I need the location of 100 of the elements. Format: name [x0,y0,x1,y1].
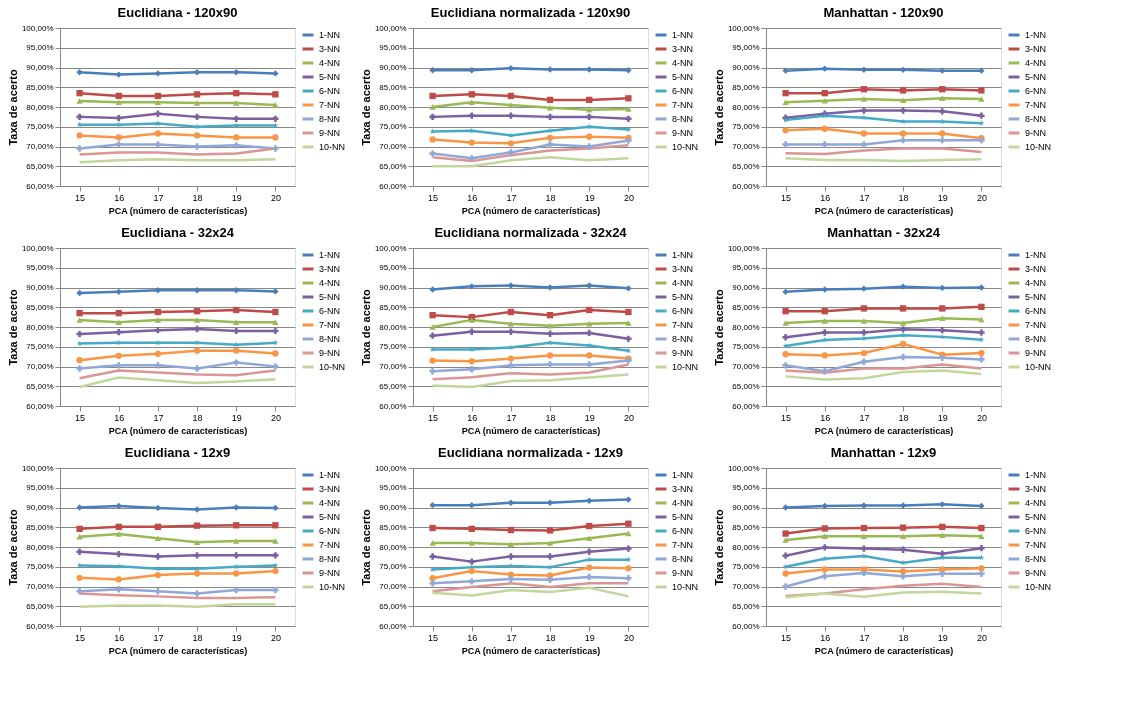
x-tick-label: 17 [153,412,164,423]
legend-label: 6-NN [319,526,341,536]
y-tick-label: 80,00% [379,322,407,332]
legend-label: 4-NN [1025,498,1047,508]
x-tick-label: 18 [192,192,203,203]
text: 1-NN [319,470,341,480]
y-tick-label: 60,00% [26,401,54,411]
x-axis-title: PCA (número de características) [461,205,601,216]
legend-label: 5-NN [1025,292,1047,302]
y-tick-label: 95,00% [379,263,407,273]
legend-label: 8-NN [319,334,341,344]
y-tick-label: 75,00% [379,122,407,132]
legend-label: 3-NN [319,264,341,274]
x-tick-label: 19 [231,412,242,423]
y-tick-label: 60,00% [379,401,407,411]
legend-label: 10-NN [672,582,699,592]
y-tick-label: 90,00% [379,503,407,512]
legend-label: 1-NN [672,30,694,40]
legend-label: 4-NN [1025,278,1047,288]
y-tick-label: 80,00% [26,542,54,552]
y-tick-label: 95,00% [732,263,760,273]
y-tick-label: 100,00% [727,23,760,33]
y-tick-label: 70,00% [732,582,760,591]
x-tick-label: 18 [545,412,556,423]
y-tick-label: 85,00% [732,82,760,92]
x-tick-label: 20 [623,632,634,643]
y-tick-label: 80,00% [732,102,760,112]
legend-label: 9-NN [319,348,341,358]
y-tick-label: 65,00% [379,601,407,611]
y-axis-title: Taxa de acerto [359,69,372,146]
x-tick-label: 15 [781,412,792,423]
legend-label: 4-NN [672,58,694,68]
legend-label: 3-NN [672,44,694,54]
chart-title: Euclidiana normalizada - 12x9 [438,445,623,460]
y-tick-label: 90,00% [26,503,54,512]
y-tick-label: 90,00% [732,283,760,292]
x-tick-label: 17 [506,192,517,203]
legend-label: 5-NN [319,292,341,302]
y-axis-title: Taxa de acerto [6,289,19,366]
x-tick-label: 17 [859,412,870,423]
y-tick-label: 80,00% [732,542,760,552]
legend-label: 6-NN [672,86,694,96]
x-axis-title: PCA (número de características) [108,425,248,436]
legend-label: 1-NN [1025,30,1047,40]
y-tick-label: 75,00% [26,342,54,352]
legend-label: 9-NN [1025,568,1047,578]
x-axis-title: PCA (número de características) [814,645,954,656]
text: 1-NN [1025,250,1047,260]
y-tick-label: 95,00% [379,483,407,493]
x-tick-label: 19 [584,412,595,423]
text: 1-NN [319,250,341,260]
y-tick-label: 100,00% [21,463,54,473]
y-tick-label: 95,00% [26,483,54,493]
y-tick-label: 95,00% [26,43,54,53]
x-tick-label: 19 [231,192,242,203]
legend-label: 9-NN [672,568,694,578]
y-axis-title: Taxa de acerto [6,509,19,586]
x-tick-label: 18 [898,412,909,423]
legend-label: 3-NN [672,484,694,494]
y-tick-label: 75,00% [26,122,54,132]
y-tick-label: 90,00% [26,283,54,292]
y-tick-label: 90,00% [26,63,54,72]
y-tick-label: 70,00% [26,362,54,371]
legend-label: 7-NN [1025,540,1047,550]
legend-label: 8-NN [672,114,694,124]
x-tick-label: 20 [976,192,987,203]
y-tick-label: 60,00% [379,181,407,191]
y-tick-label: 85,00% [26,302,54,312]
y-tick-label: 75,00% [379,562,407,572]
y-tick-label: 85,00% [379,82,407,92]
legend-label: 7-NN [319,320,341,330]
x-tick-label: 19 [584,632,595,643]
x-tick-label: 20 [270,412,281,423]
chart-title: Euclidiana normalizada - 32x24 [434,225,628,240]
legend-label: 10-NN [1025,362,1052,372]
x-tick-label: 19 [584,192,595,203]
legend-label: 3-NN [1025,264,1047,274]
legend-label: 1-NN [319,30,341,40]
y-tick-label: 95,00% [26,263,54,273]
x-tick-label: 16 [114,412,125,423]
legend-label: 9-NN [672,128,694,138]
y-tick-label: 65,00% [26,381,54,391]
y-tick-label: 75,00% [732,562,760,572]
legend-label: 10-NN [1025,142,1052,152]
y-tick-label: 85,00% [732,522,760,532]
x-tick-label: 16 [467,632,478,643]
legend-label: 8-NN [672,554,694,564]
legend-label: 8-NN [319,114,341,124]
x-tick-label: 17 [506,632,517,643]
legend-label: 4-NN [1025,58,1047,68]
x-axis-title: PCA (número de características) [108,205,248,216]
x-tick-label: 16 [820,412,831,423]
text: 1-NN [672,470,694,480]
y-tick-label: 100,00% [374,463,407,473]
y-tick-label: 90,00% [379,283,407,292]
y-tick-label: 65,00% [732,381,760,391]
legend-label: 8-NN [672,334,694,344]
legend-label: 10-NN [319,142,346,152]
y-tick-label: 60,00% [732,181,760,191]
legend-label: 10-NN [672,362,699,372]
